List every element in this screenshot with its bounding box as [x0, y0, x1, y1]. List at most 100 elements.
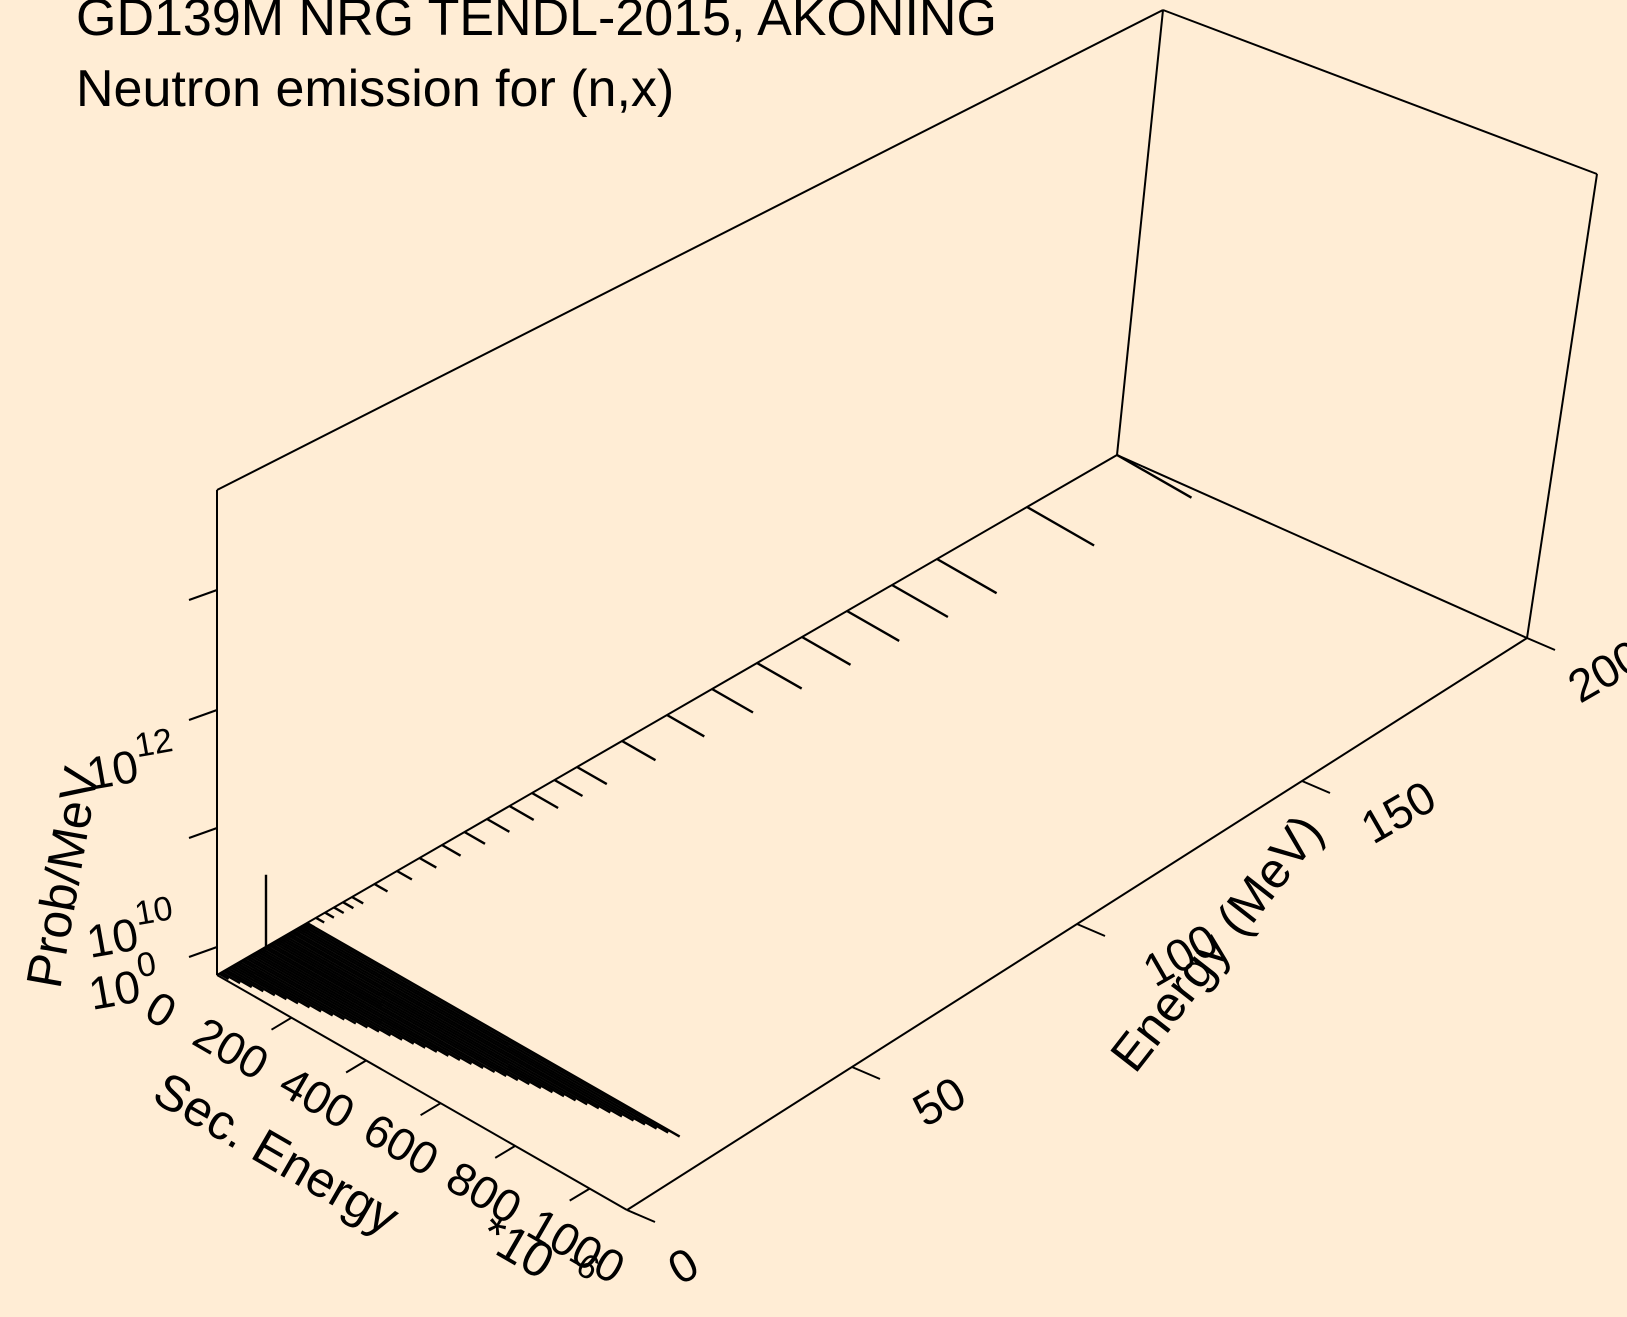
y-axis-tick-0: [626, 1209, 656, 1223]
spectrum-trace-band-36: [299, 925, 646, 1126]
spectrum-trace-band-38: [304, 923, 669, 1134]
x-axis-tick-1000: [569, 1187, 591, 1202]
y-tick-label-50: 50: [904, 1066, 974, 1137]
right-floor-edge: [1116, 454, 1528, 639]
spectrum-trace-band-2: [223, 970, 253, 989]
spectrum-trace-65mev: [508, 804, 535, 821]
spectrum-trace-45mev: [418, 856, 437, 869]
spectrum-trace-28mev: [342, 901, 354, 910]
spectrum-trace-band-25: [274, 940, 519, 1082]
x-axis-tick-200: [270, 1016, 293, 1031]
spectrum-trace-band-33: [292, 929, 611, 1114]
spectrum-trace-140mev: [846, 609, 900, 642]
spectrum-trace-band-29: [283, 934, 565, 1098]
z-tick-2-base: 10: [83, 740, 142, 800]
axis-ticks: [188, 589, 1556, 1223]
z-axis-tick-11: [188, 827, 218, 839]
spectrum-trace-75mev: [553, 778, 584, 798]
z-tick-1-base: 10: [83, 908, 142, 968]
x-tick-label-0: 0: [137, 981, 185, 1039]
y-tick-label-200: 200: [1559, 629, 1627, 712]
spectrum-trace-100mev: [666, 713, 705, 738]
spectrum-trace-band-11: [243, 958, 357, 1025]
spectrum-trace-band-15: [252, 953, 403, 1041]
z-tick-0-base: 10: [85, 960, 144, 1020]
spectrum-trace-band-24: [272, 941, 507, 1078]
spectrum-trace-band-35: [297, 927, 635, 1122]
spectrum-trace-120mev: [756, 661, 803, 690]
y-axis-tick-50: [851, 1066, 881, 1080]
z-axis-tick-10: [188, 946, 218, 958]
spectrum-trace-160mev: [936, 557, 998, 595]
z-axis-tick-12: [188, 709, 218, 721]
right-top-edge: [1162, 9, 1598, 175]
y-axis-tick-150: [1301, 780, 1331, 794]
spectrum-trace-80mev: [576, 765, 608, 786]
spectrum-trace-22mev: [315, 916, 325, 924]
y-tick-label-150: 150: [1352, 770, 1444, 853]
chart-title: GD139M NRG TENDL-2015, AKONING: [76, 0, 997, 47]
spectrum-trace-band-5: [229, 966, 287, 1001]
z-tick-1-exponent: 10: [132, 889, 176, 933]
spectrum-trace-40mev: [396, 869, 413, 881]
right-vertical-edge: [1526, 173, 1598, 639]
spectrum-trace-band-0: [218, 972, 230, 981]
x-axis-tick-600: [420, 1102, 442, 1117]
spectrum-trace-70mev: [531, 791, 559, 810]
spectrum-trace-band-22: [268, 944, 484, 1069]
spectrum-trace-band-32: [290, 931, 600, 1110]
z-axis-tick-13: [188, 589, 218, 601]
spectrum-trace-band-7: [234, 963, 311, 1009]
spectrum-trace-band-34: [295, 928, 623, 1118]
spectrum-trace-band-18: [259, 949, 438, 1053]
front-floor-edge: [216, 974, 628, 1211]
spectrum-trace-band-39: [306, 921, 681, 1138]
spectrum-trace-90mev: [621, 739, 657, 762]
spectrum-trace-50mev: [441, 843, 462, 857]
spectrum-trace-band-19: [261, 947, 449, 1057]
spectrum-trace-band-14: [250, 954, 392, 1037]
y-axis-label: Energy (MeV): [1100, 804, 1334, 1082]
spectrum-trace-110mev: [711, 687, 754, 714]
spectra-traces: [218, 453, 1193, 1138]
chart-subtitle: Neutron emission for (n,x): [76, 60, 674, 118]
spectrum-trace-band-28: [281, 936, 554, 1094]
spectrum-trace-30mev: [351, 895, 364, 905]
spectrum-trace-26mev: [333, 906, 345, 915]
spectrum-trace-55mev: [463, 830, 486, 845]
spectrum-trace-band-3: [225, 968, 264, 993]
spectrum-trace-band-27: [279, 937, 542, 1090]
spectrum-trace-band-21: [265, 945, 473, 1065]
spectrum-trace-150mev: [891, 583, 949, 619]
spectrum-trace-band-26: [277, 938, 530, 1086]
spectrum-trace-band-9: [238, 960, 334, 1017]
spectrum-trace-60mev: [486, 817, 510, 833]
spectrum-trace-band-30: [286, 933, 577, 1102]
spectrum-trace-band-4: [227, 967, 276, 997]
y-tick-label-0: 0: [659, 1237, 707, 1295]
spectrum-trace-35mev: [373, 882, 389, 893]
z-tick-2-exponent: 12: [132, 721, 176, 765]
spectrum-trace-band-10: [241, 959, 345, 1021]
y-axis-tick-100: [1076, 923, 1106, 937]
spectrum-trace-band-37: [301, 924, 658, 1130]
y-axis-tick-200: [1526, 637, 1556, 651]
back-top-edge: [216, 9, 1164, 491]
spectrum-trace-band-23: [270, 942, 496, 1074]
spectrum-trace-band-20: [263, 946, 461, 1061]
z-tick-label-0: 10 0: [85, 945, 159, 1020]
spectrum-trace-band-1: [220, 971, 241, 985]
spectrum-trace-130mev: [801, 635, 852, 666]
back-right-vertical-edge: [1116, 9, 1164, 456]
x-axis-tick-400: [345, 1059, 367, 1074]
spectrum-trace-180mev: [1026, 505, 1095, 547]
spectrum-trace-band-8: [236, 962, 322, 1013]
spectrum-trace-band-12: [245, 957, 368, 1029]
spectrum-trace-band-13: [247, 955, 380, 1033]
spectrum-trace-band-31: [288, 932, 588, 1106]
z-tick-label-10: 10 10: [83, 889, 176, 968]
spectrum-trace-band-17: [256, 950, 426, 1049]
spectrum-trace-24mev: [324, 911, 335, 919]
spectrum-trace-band-16: [254, 951, 415, 1045]
